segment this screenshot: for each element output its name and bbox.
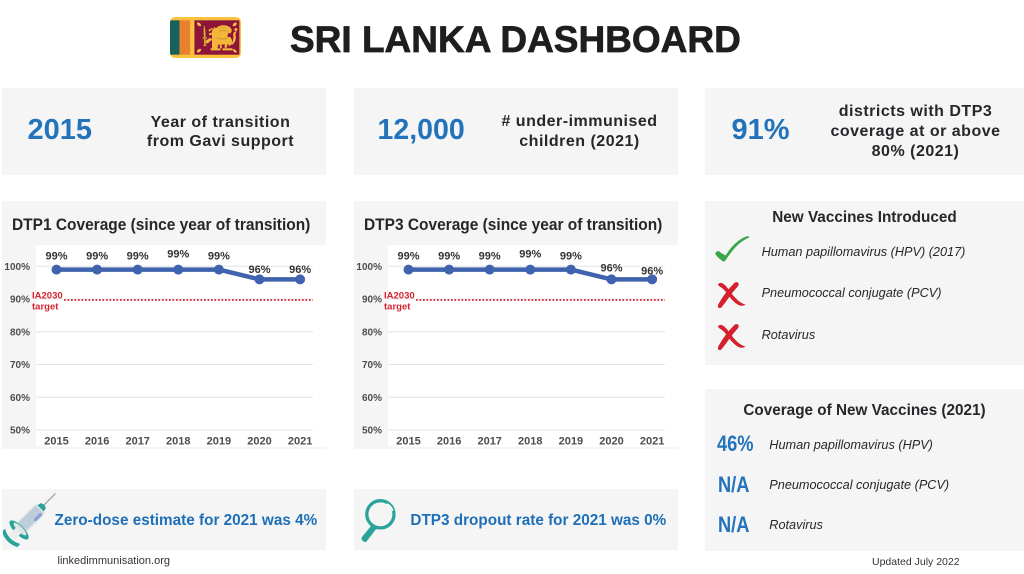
- svg-text:99%: 99%: [127, 251, 149, 263]
- svg-text:2016: 2016: [437, 436, 461, 448]
- svg-text:target: target: [32, 301, 59, 312]
- svg-text:2019: 2019: [207, 436, 231, 448]
- svg-text:2017: 2017: [125, 436, 149, 448]
- svg-text:50%: 50%: [10, 426, 30, 437]
- svg-text:2015: 2015: [396, 436, 420, 448]
- svg-text:2020: 2020: [247, 436, 271, 448]
- svg-text:50%: 50%: [362, 426, 382, 437]
- svg-text:2015: 2015: [44, 436, 68, 448]
- svg-text:99%: 99%: [397, 251, 419, 263]
- svg-text:70%: 70%: [10, 360, 30, 371]
- svg-text:80%: 80%: [362, 327, 382, 338]
- svg-text:2019: 2019: [559, 436, 583, 448]
- svg-text:96%: 96%: [600, 263, 622, 275]
- svg-text:90%: 90%: [10, 295, 30, 306]
- svg-text:99%: 99%: [479, 251, 501, 263]
- svg-text:2020: 2020: [599, 436, 623, 448]
- svg-text:2021: 2021: [288, 436, 312, 448]
- svg-text:99%: 99%: [167, 249, 189, 261]
- svg-text:2018: 2018: [518, 436, 542, 448]
- svg-text:60%: 60%: [362, 393, 382, 404]
- svg-text:99%: 99%: [86, 251, 108, 263]
- svg-text:99%: 99%: [438, 251, 460, 263]
- svg-text:80%: 80%: [10, 327, 30, 338]
- svg-text:99%: 99%: [560, 251, 582, 263]
- svg-text:2021: 2021: [640, 436, 664, 448]
- svg-text:96%: 96%: [248, 264, 270, 276]
- svg-text:2018: 2018: [166, 436, 190, 448]
- svg-text:99%: 99%: [208, 251, 230, 263]
- svg-text:IA2030: IA2030: [384, 290, 415, 301]
- svg-text:60%: 60%: [10, 393, 30, 404]
- svg-text:2016: 2016: [85, 436, 109, 448]
- svg-text:99%: 99%: [45, 251, 67, 263]
- svg-text:100%: 100%: [4, 262, 30, 273]
- svg-text:100%: 100%: [356, 262, 382, 273]
- svg-text:99%: 99%: [519, 249, 541, 261]
- svg-text:96%: 96%: [641, 266, 663, 278]
- svg-text:96%: 96%: [289, 264, 311, 276]
- svg-text:IA2030: IA2030: [32, 290, 63, 301]
- svg-text:target: target: [384, 301, 411, 312]
- svg-text:2017: 2017: [477, 436, 501, 448]
- svg-text:70%: 70%: [362, 360, 382, 371]
- svg-text:90%: 90%: [362, 295, 382, 306]
